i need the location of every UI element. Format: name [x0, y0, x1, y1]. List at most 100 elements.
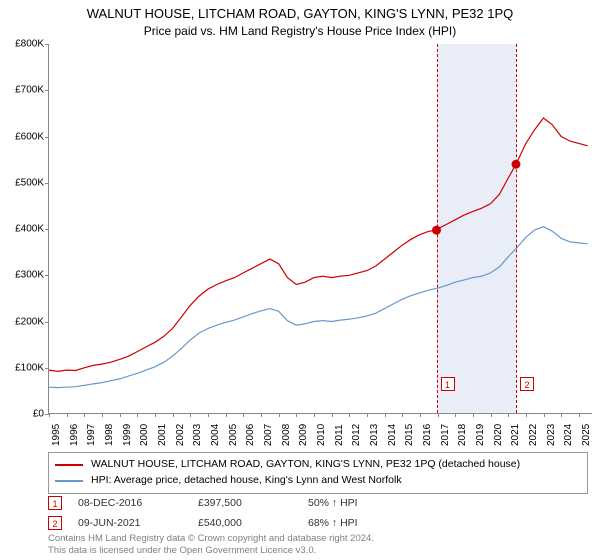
series-line-walnut_house [49, 118, 588, 371]
x-tick-label: 1999 [122, 424, 133, 446]
x-tick-label: 2001 [157, 424, 168, 446]
legend-swatch-hpi [55, 480, 83, 482]
x-tick-mark [226, 413, 227, 417]
legend-label-walnut: WALNUT HOUSE, LITCHAM ROAD, GAYTON, KING… [91, 457, 520, 473]
x-tick-mark [120, 413, 121, 417]
x-tick-mark [491, 413, 492, 417]
x-tick-mark [137, 413, 138, 417]
sale-1-date: 08-DEC-2016 [78, 497, 198, 509]
y-tick-label: £400K [15, 224, 44, 235]
x-tick-label: 2006 [245, 424, 256, 446]
x-tick-label: 1996 [69, 424, 80, 446]
y-tick-label: £500K [15, 177, 44, 188]
plot-area: 12 [48, 44, 592, 414]
x-tick-mark [173, 413, 174, 417]
y-tick-mark [45, 44, 49, 45]
y-tick-mark [45, 368, 49, 369]
x-tick-label: 2010 [316, 424, 327, 446]
x-tick-mark [296, 413, 297, 417]
sale-row-2: 2 09-JUN-2021 £540,000 68% ↑ HPI [48, 516, 588, 530]
x-tick-mark [261, 413, 262, 417]
y-tick-mark [45, 229, 49, 230]
x-tick-mark [243, 413, 244, 417]
x-tick-mark [349, 413, 350, 417]
y-tick-label: £600K [15, 131, 44, 142]
x-tick-label: 1997 [86, 424, 97, 446]
x-tick-label: 2021 [510, 424, 521, 446]
x-tick-mark [84, 413, 85, 417]
x-tick-mark [314, 413, 315, 417]
x-tick-mark [526, 413, 527, 417]
x-tick-label: 2019 [475, 424, 486, 446]
x-tick-label: 2017 [440, 424, 451, 446]
x-tick-mark [208, 413, 209, 417]
x-tick-label: 2015 [404, 424, 415, 446]
x-tick-label: 2024 [563, 424, 574, 446]
x-tick-label: 2002 [175, 424, 186, 446]
sale-2-date: 09-JUN-2021 [78, 517, 198, 529]
sale-1-hpi: 50% ↑ HPI [308, 497, 588, 509]
legend-box: WALNUT HOUSE, LITCHAM ROAD, GAYTON, KING… [48, 452, 588, 494]
x-tick-mark [508, 413, 509, 417]
x-tick-mark [332, 413, 333, 417]
x-tick-mark [579, 413, 580, 417]
sale-vline-1 [437, 44, 438, 413]
y-tick-mark [45, 322, 49, 323]
x-tick-mark [385, 413, 386, 417]
x-tick-label: 2013 [369, 424, 380, 446]
x-tick-mark [190, 413, 191, 417]
x-tick-mark [102, 413, 103, 417]
y-tick-mark [45, 90, 49, 91]
y-tick-label: £300K [15, 270, 44, 281]
footer-line-2: This data is licensed under the Open Gov… [48, 545, 588, 556]
x-tick-label: 2012 [351, 424, 362, 446]
x-tick-mark [67, 413, 68, 417]
x-tick-mark [455, 413, 456, 417]
x-tick-label: 1995 [51, 424, 62, 446]
chart-container: WALNUT HOUSE, LITCHAM ROAD, GAYTON, KING… [0, 0, 600, 560]
x-tick-label: 2003 [192, 424, 203, 446]
x-tick-label: 2008 [281, 424, 292, 446]
x-tick-label: 2004 [210, 424, 221, 446]
y-tick-label: £0 [33, 409, 44, 420]
chart-svg [49, 44, 592, 413]
y-tick-mark [45, 275, 49, 276]
x-tick-mark [473, 413, 474, 417]
x-tick-label: 2025 [581, 424, 592, 446]
x-tick-mark [561, 413, 562, 417]
x-tick-label: 2011 [334, 424, 345, 446]
footer-attribution: Contains HM Land Registry data © Crown c… [48, 533, 588, 556]
x-tick-mark [544, 413, 545, 417]
y-tick-label: £100K [15, 362, 44, 373]
x-tick-label: 2007 [263, 424, 274, 446]
x-tick-label: 2016 [422, 424, 433, 446]
sale-2-price: £540,000 [198, 517, 308, 529]
x-tick-label: 2018 [457, 424, 468, 446]
x-tick-mark [438, 413, 439, 417]
x-tick-mark [420, 413, 421, 417]
sale-marker-plot-2: 2 [520, 377, 534, 391]
chart-subtitle: Price paid vs. HM Land Registry's House … [0, 24, 600, 38]
footer-line-1: Contains HM Land Registry data © Crown c… [48, 533, 588, 544]
x-tick-label: 2005 [228, 424, 239, 446]
y-tick-label: £800K [15, 39, 44, 50]
y-tick-mark [45, 137, 49, 138]
x-tick-mark [402, 413, 403, 417]
sale-marker-2-box: 2 [48, 516, 62, 530]
legend-item-walnut: WALNUT HOUSE, LITCHAM ROAD, GAYTON, KING… [55, 457, 581, 473]
x-tick-label: 2023 [546, 424, 557, 446]
x-tick-label: 2000 [139, 424, 150, 446]
sale-1-price: £397,500 [198, 497, 308, 509]
legend-swatch-walnut [55, 464, 83, 466]
x-tick-label: 2014 [387, 424, 398, 446]
legend-item-hpi: HPI: Average price, detached house, King… [55, 473, 581, 489]
sale-vline-2 [516, 44, 517, 413]
x-tick-mark [155, 413, 156, 417]
x-tick-label: 2009 [298, 424, 309, 446]
legend-label-hpi: HPI: Average price, detached house, King… [91, 473, 402, 489]
sale-2-hpi: 68% ↑ HPI [308, 517, 588, 529]
sale-marker-plot-1: 1 [441, 377, 455, 391]
sale-row-1: 1 08-DEC-2016 £397,500 50% ↑ HPI [48, 496, 588, 510]
x-tick-label: 2020 [493, 424, 504, 446]
series-line-hpi [49, 227, 588, 388]
